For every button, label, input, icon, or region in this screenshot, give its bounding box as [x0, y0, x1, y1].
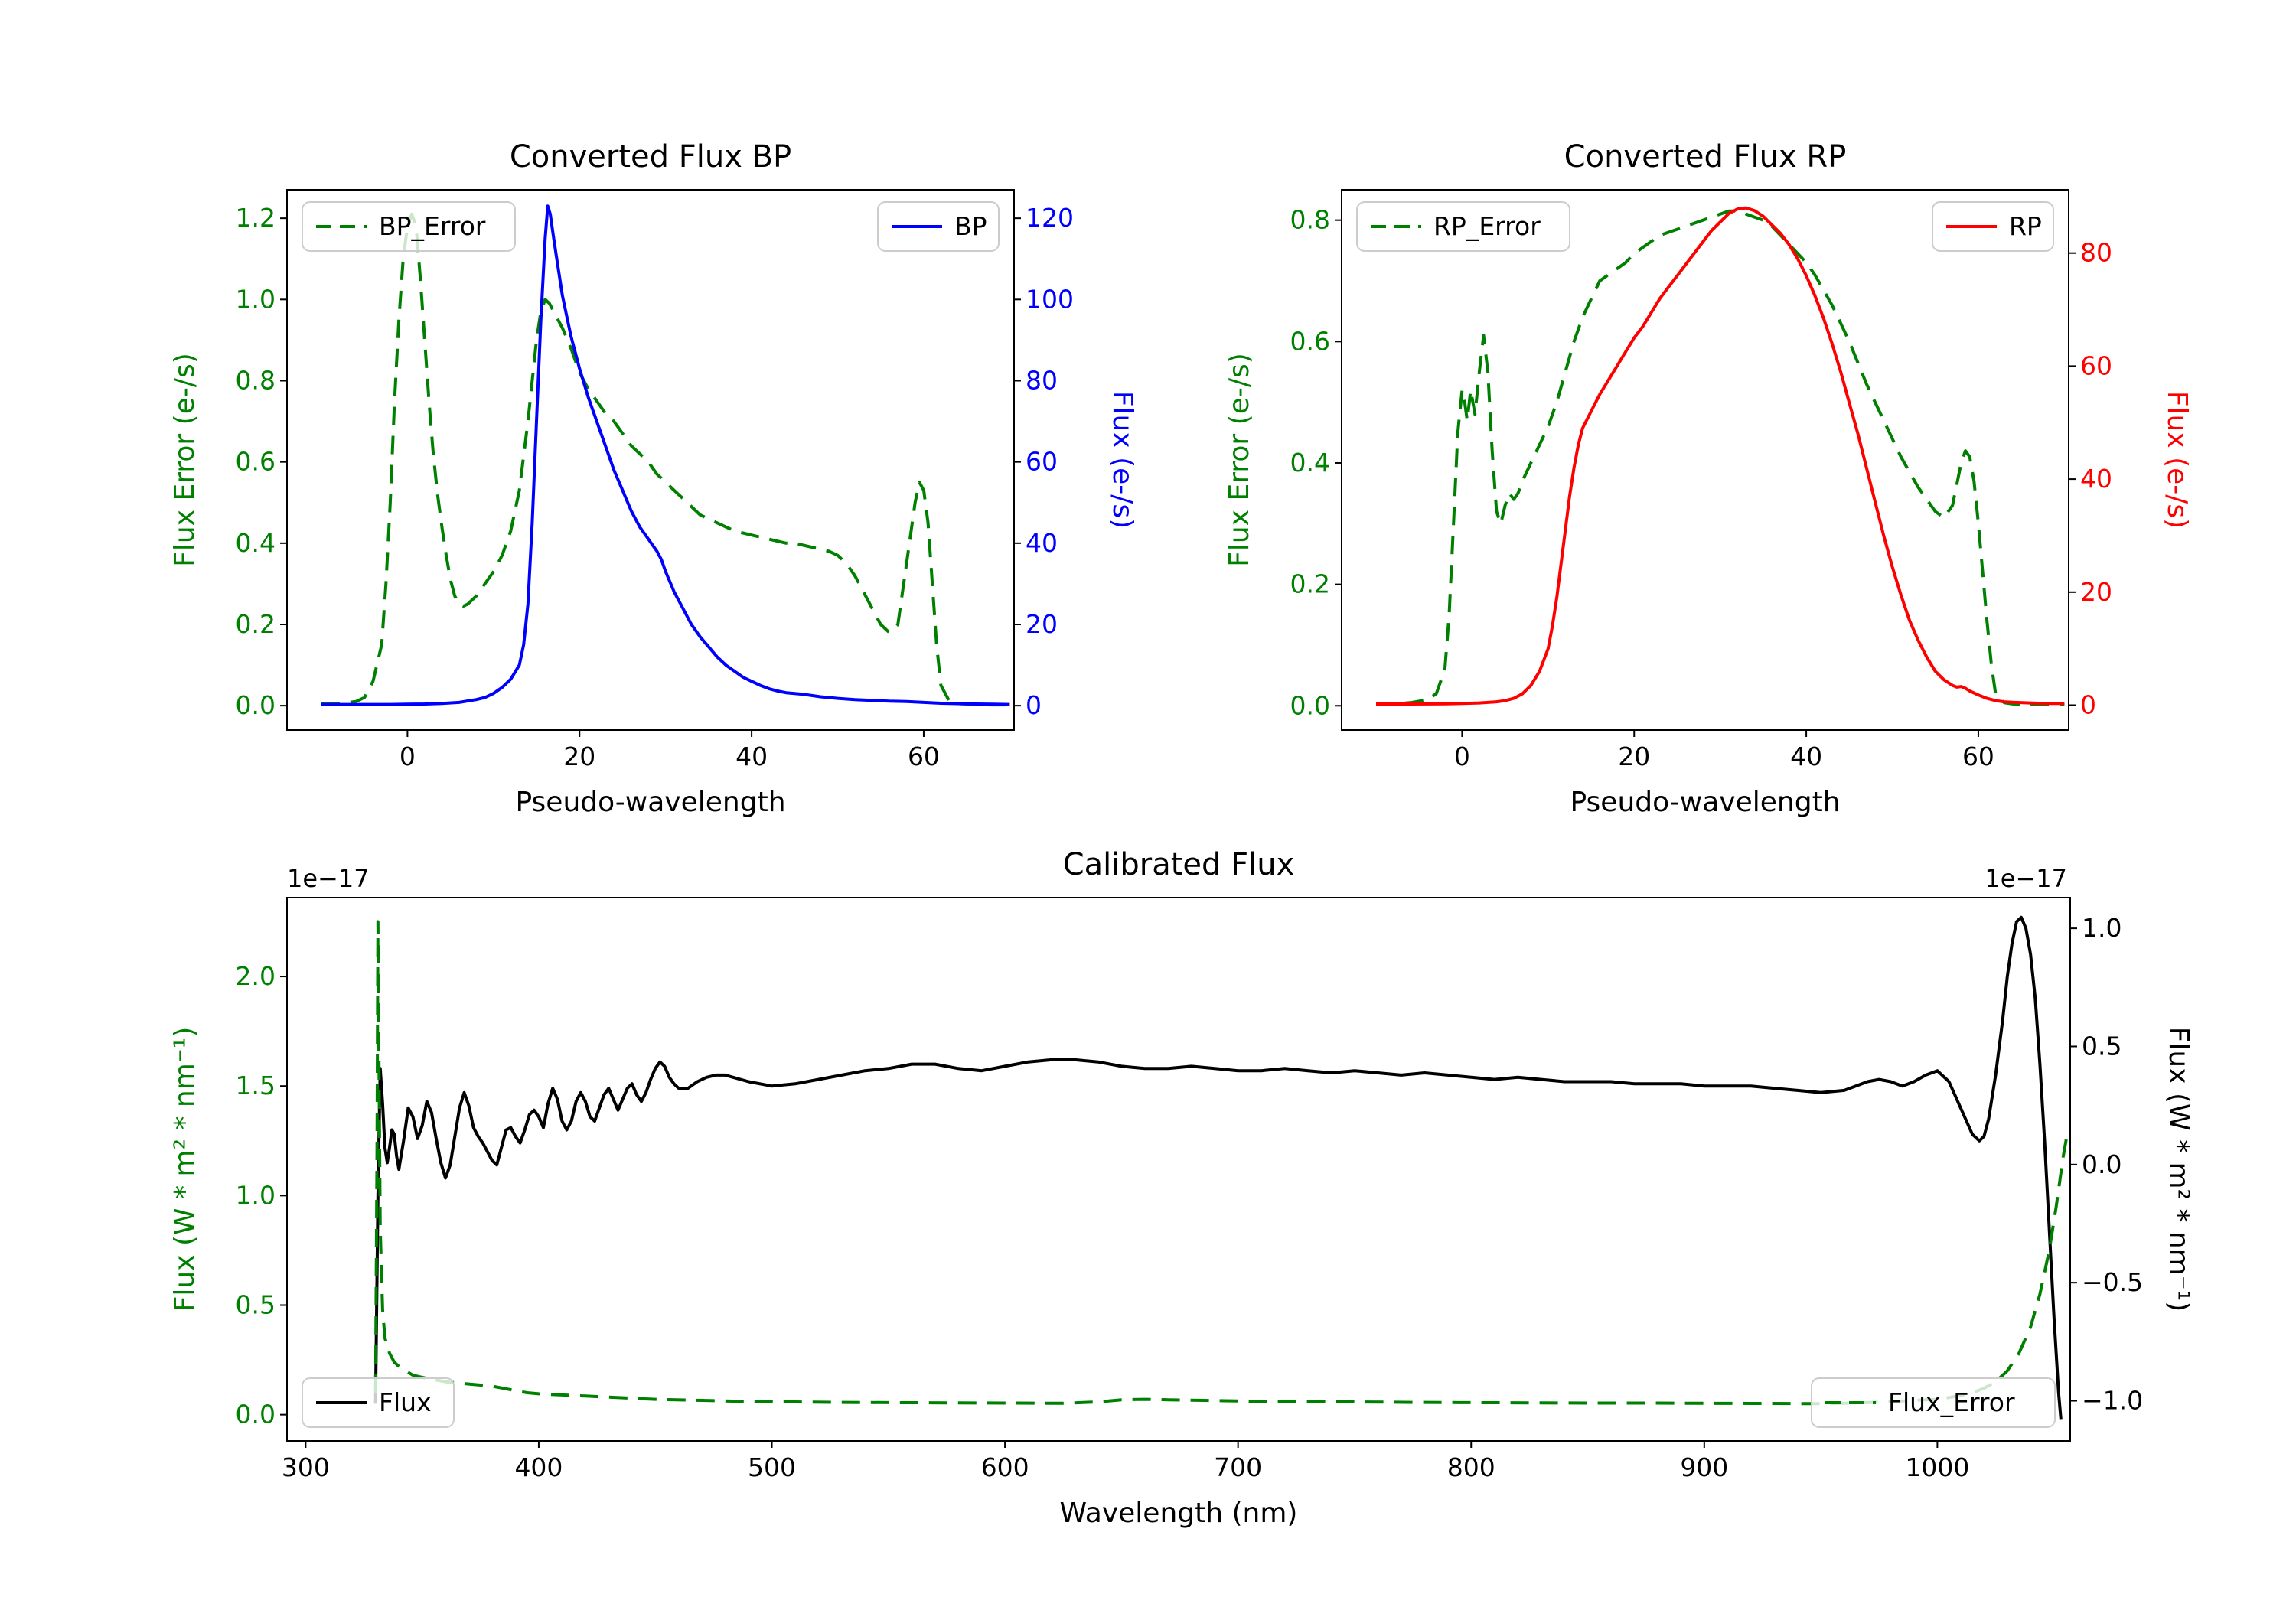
right-tick-label: 120 [1026, 203, 1074, 233]
legend-BP: BP [877, 201, 1000, 252]
right-axis-label: Flux (e-/s) [2161, 391, 2193, 529]
right-tick-label: 100 [1026, 284, 1074, 314]
right-tick-label: 60 [2080, 350, 2112, 380]
left-tick-label: 0.2 [1290, 569, 1330, 599]
left-tick-label: 0.0 [1290, 690, 1330, 720]
x-axis-label: Pseudo-wavelength [1570, 787, 1840, 818]
x-tick-label: 0 [1454, 742, 1470, 771]
left-axis-label: Flux (W * m² * nm⁻¹) [169, 1027, 201, 1312]
series-BP [321, 204, 1010, 706]
x-axis-label: Wavelength (nm) [1060, 1498, 1298, 1529]
x-tick-label: 60 [1962, 742, 1994, 771]
right-tick-label: −1.0 [2082, 1386, 2143, 1416]
right-tick-label: 40 [1026, 528, 1058, 558]
left-axis-label: Flux Error (e-/s) [1224, 353, 1255, 567]
right-tick-label: 1.0 [2082, 913, 2122, 943]
chart-converted-flux-rp: 0 20 40 60 Pseudo-wavelength 0.0 0.2 0.4 0.6 0.8 F… [1224, 139, 2193, 818]
right-tick-label: −0.5 [2082, 1267, 2143, 1297]
right-tick-label: 60 [1026, 447, 1058, 477]
right-tick-label: 40 [2080, 464, 2112, 494]
right-axis-offset: 1e−17 [1985, 864, 2067, 893]
legend-frame [1356, 201, 1570, 252]
left-tick-label: 0.5 [236, 1290, 276, 1320]
legend-label: BP [954, 211, 987, 241]
right-axis-label: Flux (e-/s) [1107, 391, 1138, 529]
series-Flux_Error [373, 920, 2069, 1406]
legend-label: BP_Error [379, 211, 486, 241]
x-tick-label: 1000 [1905, 1452, 1969, 1482]
legend-label: RP [2009, 211, 2042, 241]
left-tick-label: 0.0 [236, 1400, 276, 1429]
chart-calibrated-flux: 300 400 500 600 700 800 900 1000 Wavelength (nm)… [169, 847, 2194, 1529]
right-tick-label: 0.5 [2082, 1031, 2122, 1061]
left-tick-label: 1.5 [236, 1071, 276, 1100]
right-tick-label: 0 [1026, 690, 1042, 720]
chart-title: Converted Flux RP [1564, 139, 1847, 174]
left-tick-label: 0.4 [1290, 448, 1330, 478]
left-tick-label: 1.0 [236, 284, 276, 314]
left-tick-label: 1.0 [236, 1180, 276, 1210]
left-tick-label: 0.0 [236, 690, 276, 720]
right-tick-label: 20 [1026, 609, 1058, 639]
legend-Flux_Error: Flux_Error [1811, 1377, 2056, 1428]
right-axis-label: Flux (W * m² * nm⁻¹) [2163, 1027, 2194, 1312]
x-tick-label: 20 [563, 742, 595, 771]
chart-converted-flux-bp: 0 20 40 60 Pseudo-wavelength 0.0 0.2 0.4 0.6 0.8 1… [169, 139, 1138, 818]
x-tick-label: 0 [400, 742, 416, 771]
series-RP_Error [1376, 209, 2065, 706]
legend-frame [1811, 1377, 2056, 1428]
left-tick-label: 0.6 [1290, 326, 1330, 356]
chart-title: Converted Flux BP [510, 139, 791, 174]
plot-frame [1341, 189, 2069, 731]
x-tick-label: 900 [1680, 1452, 1728, 1482]
series-BP_Error [321, 212, 1010, 707]
legend-Flux: Flux [302, 1377, 455, 1428]
plot-rp: 0 20 40 60 Pseudo-wavelength 0.0 0.2 0.4 0.6 0.8 F… [1224, 139, 2193, 818]
left-tick-label: 1.2 [236, 203, 276, 233]
right-tick-label: 80 [1026, 365, 1058, 395]
series-RP [1376, 206, 2065, 706]
left-axis-label: Flux Error (e-/s) [169, 353, 201, 567]
legend-label: RP_Error [1433, 211, 1541, 241]
series-Flux [373, 915, 2063, 1420]
left-tick-label: 0.6 [236, 447, 276, 477]
right-tick-label: 20 [2080, 577, 2112, 607]
x-tick-label: 800 [1447, 1452, 1495, 1482]
right-tick-label: 0.0 [2082, 1149, 2122, 1179]
right-tick-label: 80 [2080, 238, 2112, 268]
x-tick-label: 500 [748, 1452, 796, 1482]
plot-frame [286, 189, 1015, 731]
x-axis-label: Pseudo-wavelength [515, 787, 785, 818]
left-tick-label: 0.2 [236, 609, 276, 639]
x-tick-label: 40 [735, 742, 768, 771]
left-axis-offset: 1e−17 [287, 864, 370, 893]
left-tick-label: 0.8 [1290, 205, 1330, 235]
legend-frame [302, 1377, 455, 1428]
x-tick-label: 600 [981, 1452, 1029, 1482]
x-tick-label: 40 [1790, 742, 1822, 771]
plot-cal: 300 400 500 600 700 800 900 1000 Wavelength (nm)… [169, 847, 2194, 1529]
left-tick-label: 0.8 [236, 365, 276, 395]
chart-title: Calibrated Flux [1063, 847, 1295, 882]
legend-BP_Error: BP_Error [302, 201, 516, 252]
plot-bp: 0 20 40 60 Pseudo-wavelength 0.0 0.2 0.4 0.6 0.8 1… [169, 139, 1138, 818]
x-tick-label: 300 [282, 1452, 330, 1482]
x-tick-label: 20 [1618, 742, 1650, 771]
x-tick-label: 400 [514, 1452, 563, 1482]
legend-RP_Error: RP_Error [1356, 201, 1570, 252]
legend-frame [302, 201, 516, 252]
left-tick-label: 2.0 [236, 961, 276, 991]
x-tick-label: 60 [908, 742, 940, 771]
legend-label: Flux [379, 1387, 432, 1417]
right-tick-label: 0 [2080, 690, 2096, 720]
left-tick-label: 0.4 [236, 528, 276, 558]
plot-frame [286, 897, 2071, 1442]
x-tick-label: 700 [1214, 1452, 1262, 1482]
legend-label: Flux_Error [1888, 1387, 2015, 1417]
legend-RP: RP [1932, 201, 2054, 252]
